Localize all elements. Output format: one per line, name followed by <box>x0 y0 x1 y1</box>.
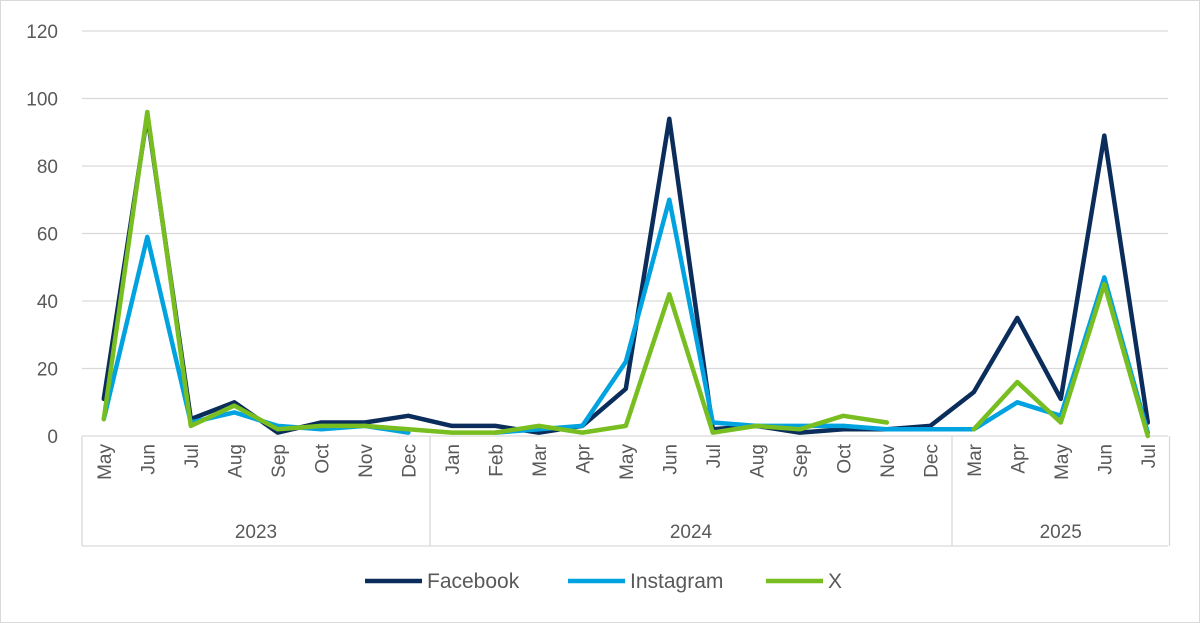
x-tick-label: Jan <box>443 444 464 475</box>
x-tick-label: Aug <box>747 444 768 478</box>
legend-label: X <box>828 570 842 593</box>
x-tick-label: Oct <box>834 443 855 473</box>
y-tick-label: 60 <box>37 225 58 246</box>
y-tick-label: 0 <box>47 427 58 448</box>
y-tick-label: 40 <box>37 292 58 313</box>
x-tick-label: Apr <box>573 443 594 473</box>
x-tick-label: May <box>95 444 116 480</box>
x-tick-label: Apr <box>1008 443 1029 473</box>
y-tick-label: 80 <box>37 157 58 178</box>
x-tick-label: Dec <box>399 444 420 478</box>
x-group-label: 2024 <box>670 522 713 543</box>
x-tick-label: Jul <box>704 444 725 468</box>
x-tick-label: Nov <box>356 444 377 478</box>
x-tick-label: Jun <box>138 444 159 475</box>
x-tick-label: Jul <box>1139 444 1160 468</box>
x-tick-label: Feb <box>486 444 507 477</box>
legend-label: Facebook <box>427 570 520 593</box>
y-tick-label: 20 <box>37 360 58 381</box>
x-group-label: 2023 <box>235 522 277 543</box>
x-tick-label: May <box>617 444 638 480</box>
x-group-label: 2025 <box>1040 522 1082 543</box>
x-tick-label: Mar <box>530 443 551 476</box>
series-line-x <box>101 109 1151 439</box>
series-line-instagram <box>101 197 1151 435</box>
x-tick-label: May <box>1052 444 1073 480</box>
x-tick-label: Sep <box>791 444 812 478</box>
legend-label: Instagram <box>630 570 723 593</box>
x-tick-label: Sep <box>269 444 290 478</box>
x-tick-label: Jul <box>182 444 203 468</box>
y-tick-label: 120 <box>26 22 58 43</box>
x-tick-label: Aug <box>225 444 246 478</box>
x-tick-label: Nov <box>878 444 899 478</box>
x-tick-label: Dec <box>921 444 942 478</box>
x-tick-label: Mar <box>965 443 986 476</box>
series-line-facebook <box>101 113 1151 435</box>
y-tick-label: 100 <box>26 90 58 111</box>
x-tick-label: Jun <box>660 444 681 475</box>
x-tick-label: Oct <box>312 443 333 473</box>
x-tick-label: Jun <box>1095 444 1116 475</box>
